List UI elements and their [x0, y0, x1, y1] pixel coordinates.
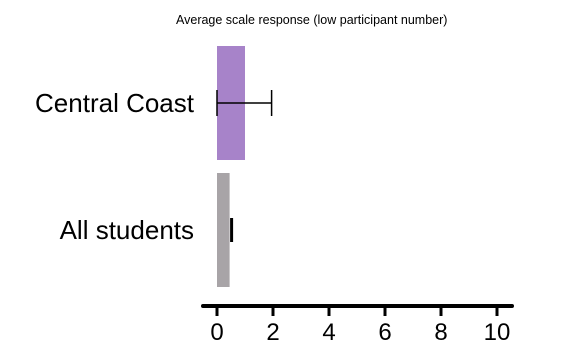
x-tick-label-1: 2 — [266, 319, 279, 343]
x-tick-label-4: 8 — [434, 319, 447, 343]
bar-1 — [217, 173, 230, 287]
x-tick-label-5: 10 — [484, 319, 511, 343]
x-axis: 0 2 4 6 8 10 — [201, 304, 514, 343]
category-label-1: All students — [60, 215, 194, 245]
x-tick-label-2: 4 — [322, 319, 335, 343]
bars-layer: Central Coast All students — [35, 46, 273, 287]
category-label-0: Central Coast — [35, 88, 195, 118]
x-tick-label-0: 0 — [210, 319, 223, 343]
x-tick-label-3: 6 — [378, 319, 391, 343]
chart-title: Average scale response (low participant … — [176, 13, 447, 27]
